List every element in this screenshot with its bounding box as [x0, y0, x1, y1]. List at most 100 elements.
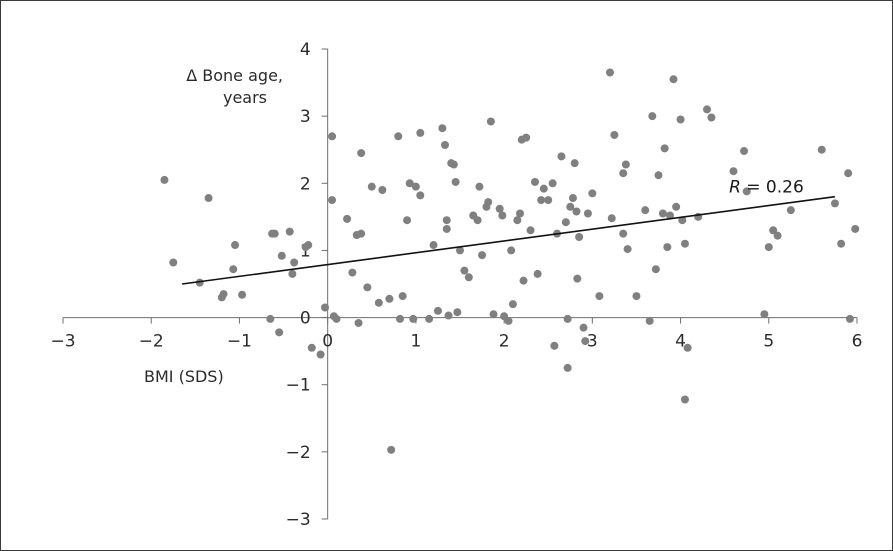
data-point: [665, 211, 674, 220]
data-point: [568, 194, 577, 203]
x-tick-label: 1: [410, 332, 421, 352]
x-tick-label: 6: [852, 332, 863, 352]
data-point: [238, 290, 247, 299]
data-point: [442, 216, 451, 225]
data-point: [288, 269, 297, 278]
data-point: [438, 124, 447, 133]
data-point: [581, 337, 590, 346]
data-point: [663, 243, 672, 252]
data-point: [539, 184, 548, 193]
data-point: [441, 141, 450, 150]
data-point: [398, 292, 407, 301]
data-point: [658, 209, 667, 218]
data-point: [579, 323, 588, 332]
data-point: [229, 265, 238, 274]
data-point: [429, 241, 438, 250]
data-point: [623, 245, 632, 254]
data-point: [544, 196, 553, 205]
data-point: [851, 224, 860, 233]
y-tick-label: 4: [300, 40, 311, 60]
data-point: [405, 179, 414, 188]
data-point: [460, 266, 469, 275]
data-point: [231, 241, 240, 250]
data-point: [285, 227, 294, 236]
x-tick-label: −1: [227, 332, 252, 352]
data-point: [444, 311, 453, 320]
x-tick-label: 5: [763, 332, 774, 352]
data-point: [433, 306, 442, 315]
x-tick-label: 3: [587, 332, 598, 352]
data-point: [316, 350, 325, 359]
data-point: [672, 202, 681, 211]
data-point: [703, 105, 712, 114]
data-point: [845, 314, 854, 323]
data-point: [786, 206, 795, 215]
data-point: [522, 133, 531, 142]
data-point: [357, 229, 366, 238]
data-point: [504, 316, 513, 325]
data-point: [760, 310, 769, 319]
data-point: [678, 216, 687, 225]
y-tick-label: −1: [286, 376, 311, 396]
data-point: [219, 290, 228, 299]
data-point: [403, 216, 412, 225]
data-point: [498, 211, 507, 220]
data-point: [357, 149, 366, 158]
data-point: [416, 128, 425, 137]
data-point: [530, 177, 539, 186]
data-point: [669, 75, 678, 84]
data-point: [632, 292, 641, 301]
data-point: [680, 239, 689, 248]
data-point: [385, 294, 394, 303]
data-point: [773, 231, 782, 240]
data-point: [595, 292, 604, 301]
data-point: [607, 214, 616, 223]
data-point: [328, 196, 337, 205]
data-point: [526, 226, 535, 235]
data-point: [489, 310, 498, 319]
data-point: [387, 445, 396, 454]
data-point: [508, 300, 517, 309]
data-point: [683, 343, 692, 352]
data-point: [449, 160, 458, 169]
data-point: [348, 268, 357, 277]
data-point: [844, 169, 853, 178]
data-point: [563, 363, 572, 372]
data-point: [645, 316, 654, 325]
data-point: [651, 265, 660, 274]
data-point: [290, 258, 299, 267]
data-point: [619, 169, 628, 178]
data-point: [817, 145, 826, 154]
data-point: [548, 179, 557, 188]
x-tick-label: 2: [499, 332, 510, 352]
data-point: [561, 218, 570, 227]
data-point: [343, 214, 352, 223]
x-tick-label: 4: [675, 332, 686, 352]
y-tick-label: 2: [300, 174, 311, 194]
data-point: [764, 243, 773, 252]
y-tick-label: −3: [286, 510, 311, 530]
y-tick-label: 0: [300, 309, 311, 329]
data-point: [513, 216, 522, 225]
data-point: [533, 269, 542, 278]
data-point: [654, 171, 663, 180]
data-point: [275, 328, 284, 337]
data-point: [769, 226, 778, 235]
correlation-annotation: R = 0.26: [729, 178, 804, 198]
data-point: [830, 199, 839, 208]
data-point: [837, 239, 846, 248]
data-point: [742, 187, 751, 196]
data-point: [354, 318, 363, 327]
data-point: [328, 132, 337, 141]
data-point: [707, 113, 716, 122]
data-point: [484, 198, 493, 207]
y-tick-label: 3: [300, 107, 311, 127]
data-point: [729, 167, 738, 176]
data-point: [425, 314, 434, 323]
data-point: [409, 314, 418, 323]
data-point: [169, 258, 178, 267]
data-point: [557, 152, 566, 161]
data-point: [588, 189, 597, 198]
data-point: [575, 233, 584, 241]
